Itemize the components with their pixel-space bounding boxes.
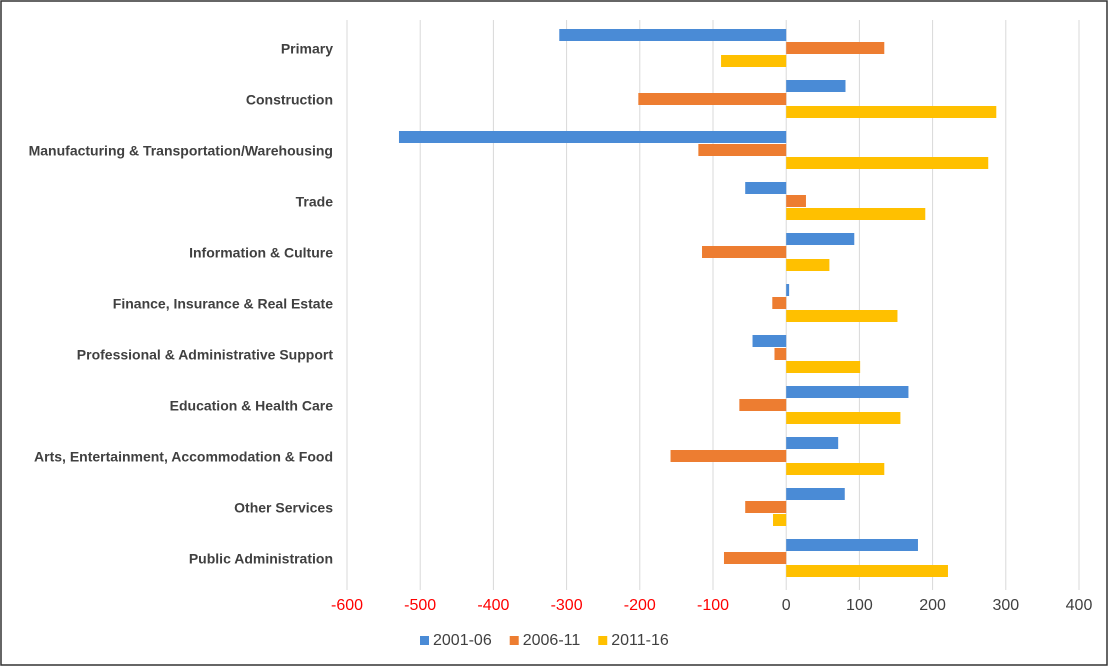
category-label: Manufacturing & Transportation/Warehousi… bbox=[28, 142, 333, 158]
bar bbox=[786, 208, 926, 220]
bar bbox=[786, 42, 885, 54]
bar bbox=[786, 412, 901, 424]
legend-swatch bbox=[420, 636, 429, 645]
x-tick-label: -500 bbox=[404, 597, 436, 614]
bar bbox=[739, 399, 787, 411]
bar bbox=[786, 259, 830, 271]
x-tick-label: -600 bbox=[331, 597, 363, 614]
bar bbox=[786, 361, 861, 373]
bar bbox=[774, 348, 787, 360]
x-tick-label: 200 bbox=[919, 597, 946, 614]
category-label: Arts, Entertainment, Accommodation & Foo… bbox=[34, 448, 333, 464]
legend-swatch bbox=[509, 636, 519, 645]
bar bbox=[786, 386, 909, 398]
bar bbox=[786, 539, 918, 551]
x-tick-label: 100 bbox=[846, 597, 873, 614]
bar bbox=[786, 437, 839, 449]
category-label: Information & Culture bbox=[189, 244, 333, 260]
bar bbox=[398, 131, 787, 143]
bar bbox=[772, 297, 787, 309]
bar bbox=[786, 80, 846, 92]
category-label: Professional & Administrative Support bbox=[76, 346, 333, 362]
bar bbox=[786, 463, 885, 475]
bar bbox=[786, 488, 845, 500]
bar bbox=[786, 195, 806, 207]
bar bbox=[721, 55, 787, 67]
x-tick-label: -300 bbox=[551, 597, 583, 614]
category-label: Education & Health Care bbox=[169, 397, 333, 413]
category-label: Trade bbox=[295, 193, 333, 209]
bar bbox=[786, 284, 790, 296]
bar bbox=[670, 450, 787, 462]
legend-swatch bbox=[598, 636, 608, 645]
bar bbox=[702, 246, 787, 258]
bar bbox=[752, 335, 787, 347]
x-tick-label: -200 bbox=[624, 597, 656, 614]
bar bbox=[559, 29, 787, 41]
category-label: Other Services bbox=[234, 499, 333, 515]
x-tick-label: -100 bbox=[697, 597, 729, 614]
bar bbox=[786, 565, 948, 577]
bar bbox=[773, 514, 787, 526]
bar bbox=[786, 157, 989, 169]
category-label: Primary bbox=[280, 40, 333, 56]
bar bbox=[786, 106, 997, 118]
category-label: Public Administration bbox=[188, 550, 333, 566]
bar bbox=[786, 233, 855, 245]
x-tick-label: -400 bbox=[477, 597, 509, 614]
bar bbox=[698, 144, 787, 156]
x-tick-label: 300 bbox=[992, 597, 1019, 614]
bar bbox=[786, 310, 898, 322]
bar bbox=[638, 93, 787, 105]
legend-label: 2006-11 bbox=[523, 632, 581, 649]
x-tick-label: 0 bbox=[782, 597, 791, 614]
bar bbox=[745, 501, 787, 513]
bar bbox=[723, 552, 787, 564]
bar bbox=[745, 182, 787, 194]
category-label: Finance, Insurance & Real Estate bbox=[112, 295, 333, 311]
x-tick-label: 400 bbox=[1066, 597, 1093, 614]
legend-label: 2011-16 bbox=[611, 632, 669, 649]
category-label: Construction bbox=[245, 91, 333, 107]
legend-label: 2001-06 bbox=[433, 632, 492, 649]
